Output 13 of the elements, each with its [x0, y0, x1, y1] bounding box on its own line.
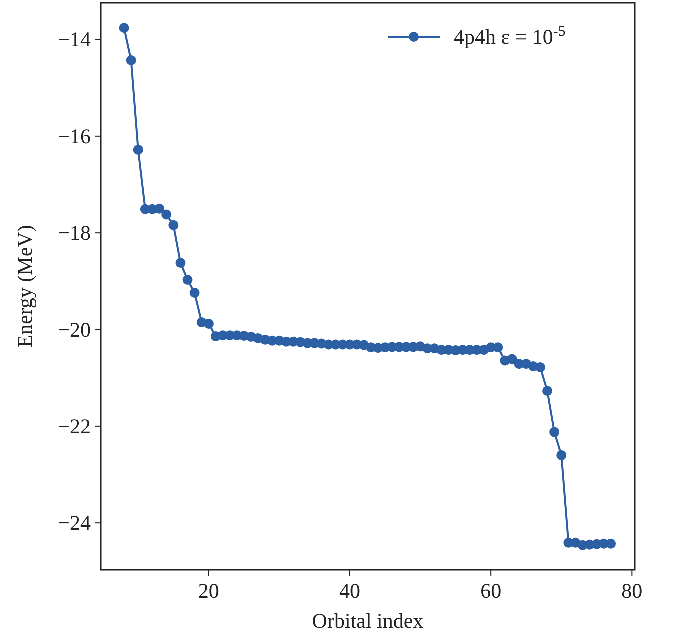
y-tick-label: −18 [58, 221, 91, 246]
y-tick-label: −20 [58, 318, 91, 342]
legend-label: 4p4h ε = 10$^{-5}$ [454, 24, 566, 49]
y-tick-label: −16 [58, 124, 91, 148]
x-tick-label: 20 [198, 579, 220, 603]
y-tick-label: −24 [58, 511, 92, 536]
x-tick-label: 80 [622, 579, 643, 603]
y-tick-label: −22 [58, 414, 91, 438]
y-axis-title: Energy (MeV) [13, 225, 37, 348]
y-tick-label: −14 [58, 28, 92, 52]
x-axis-title: Orbital index [312, 609, 424, 633]
x-tick-label: 60 [480, 579, 502, 603]
x-tick-label: 40 [340, 579, 361, 603]
